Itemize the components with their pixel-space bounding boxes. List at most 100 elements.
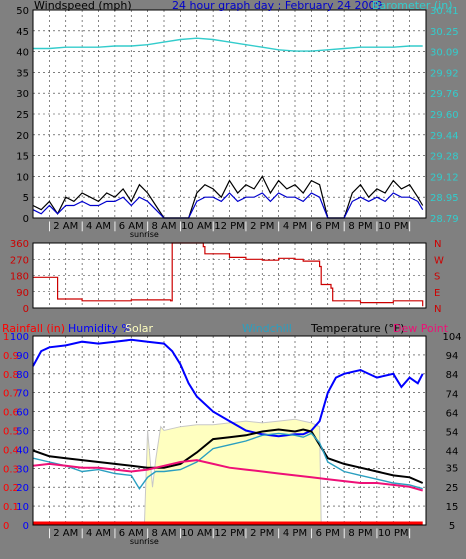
humidity-tick: 70 [16, 389, 29, 400]
rainfall-tick: 1 [3, 332, 9, 343]
compass-tick: N [434, 239, 441, 250]
weather-panel-ticks: 0 0 0.110 0.220 0.330 0.440 0.550 0.660 0.770 0.8… [3, 332, 462, 546]
barometer-axis-title: Barometer (in) [372, 0, 453, 12]
x-tick-label: 12 PM [214, 221, 245, 232]
direction-degree-tick: 0 [23, 304, 29, 315]
x-tick-label: 2 PM [250, 528, 274, 539]
direction-panel-series [33, 242, 424, 307]
x-minor-tick-label: | [211, 221, 214, 232]
windspeed-tick: 30 [16, 89, 29, 100]
rainfall-tick: 0.6 [3, 408, 19, 419]
solar-area [143, 418, 322, 526]
x-tick-label: 12 PM [214, 528, 245, 539]
x-tick-label: 2 PM [250, 221, 274, 232]
barometer-tick: 28.95 [430, 193, 459, 204]
temperature-tick: 74 [446, 389, 459, 400]
barometer-tick: 29.44 [430, 131, 459, 142]
x-minor-tick-label: | [375, 221, 378, 232]
compass-tick: N [434, 304, 441, 315]
x-tick-label: 2 AM [53, 221, 78, 232]
x-minor-tick-label: | [375, 528, 378, 539]
x-tick-label: 6 PM [316, 528, 340, 539]
x-minor-tick-label: | [211, 528, 214, 539]
rainfall-tick: 0.3 [3, 464, 19, 475]
wind-panel-grid [33, 10, 426, 218]
dewpoint-line [32, 459, 423, 492]
wind-direction-line [33, 242, 424, 307]
barometer-tick: 29.60 [430, 110, 459, 121]
rainfall-axis-title: Rainfall (in) [2, 322, 65, 335]
x-tick-label: 4 PM [283, 528, 307, 539]
temperature-axis-title: Temperature (°F) [310, 322, 405, 335]
humidity-tick: 80 [16, 370, 29, 381]
x-tick-label: 6 AM [119, 528, 144, 539]
x-minor-tick-label: | [342, 221, 345, 232]
humidity-tick: 10 [16, 502, 29, 513]
temperature-tick: 104 [442, 332, 461, 343]
windspeed-tick: 50 [16, 6, 29, 17]
windspeed-tick: 5 [23, 193, 29, 204]
x-minor-tick-label: | [179, 221, 182, 232]
rainfall-tick: 0.8 [3, 370, 19, 381]
x-tick-label: 4 AM [86, 528, 111, 539]
x-minor-tick-label: | [244, 528, 247, 539]
temperature-tick: 5 [449, 521, 455, 532]
wind-panel-frame [32, 9, 427, 219]
windchill-line [32, 432, 423, 490]
windspeed-axis-title: Windspeed (mph) [34, 0, 132, 12]
x-minor-tick-label: | [342, 528, 345, 539]
humidity-tick: 20 [16, 483, 29, 494]
direction-panel-grid [33, 243, 426, 308]
x-tick-label: 10 AM [181, 528, 212, 539]
temperature-tick: 84 [446, 370, 459, 381]
x-tick-label: 4 AM [86, 221, 111, 232]
x-tick-label: 10 AM [181, 221, 212, 232]
temperature-tick: 64 [446, 408, 459, 419]
compass-tick: S [434, 272, 440, 283]
sunrise-label: sunrise [130, 230, 159, 239]
windspeed-tick: 0 [23, 214, 29, 225]
compass-tick: E [434, 288, 440, 299]
rainfall-tick: 0.2 [3, 483, 19, 494]
temperature-line [32, 428, 424, 484]
chart-title: 24 hour graph day : February 24 2009 [172, 0, 383, 12]
x-tick-label: 4 PM [283, 221, 307, 232]
x-tick-label: 10 PM [378, 528, 409, 539]
weather-panel-frame [32, 335, 427, 526]
x-tick-label: 2 AM [53, 528, 78, 539]
x-minor-tick-label: | [244, 221, 247, 232]
x-tick-label: 10 PM [378, 221, 409, 232]
solar-axis-title: Solar [125, 322, 154, 335]
x-minor-tick-label: | [277, 221, 280, 232]
x-minor-tick-label: | [113, 528, 116, 539]
x-minor-tick-label: | [113, 221, 116, 232]
x-tick-label: 8 PM [348, 221, 372, 232]
barometer-tick: 29.28 [430, 152, 459, 163]
x-minor-tick-label: | [408, 221, 411, 232]
x-minor-tick-label: | [80, 528, 83, 539]
x-minor-tick-label: | [48, 221, 51, 232]
barometer-tick: 29.12 [430, 172, 459, 183]
rainfall-tick: 0.1 [3, 502, 19, 513]
rainfall-tick: 0 [3, 521, 9, 532]
compass-tick: W [434, 255, 444, 266]
humidity-tick: 0 [23, 521, 29, 532]
x-minor-tick-label: | [408, 528, 411, 539]
weather-panel-series [32, 338, 424, 526]
x-tick-label: 8 AM [151, 221, 176, 232]
windspeed-tick: 25 [16, 110, 29, 121]
humidity-tick: 90 [16, 351, 29, 362]
humidity-tick: 30 [16, 464, 29, 475]
temperature-tick: 35 [446, 464, 459, 475]
barometer-tick: 29.92 [430, 68, 459, 79]
humidity-line [32, 338, 424, 438]
wind-panel-ticks: 0 28.79 5 28.95 10 29.12 15 29.28 20 29.44 25 29.60… [16, 6, 458, 239]
windchill-axis-title: Windchill [242, 322, 292, 335]
x-minor-tick-label: | [277, 528, 280, 539]
x-tick-label: 8 PM [348, 528, 372, 539]
x-minor-tick-label: | [146, 528, 149, 539]
temperature-tick: 15 [446, 502, 459, 513]
